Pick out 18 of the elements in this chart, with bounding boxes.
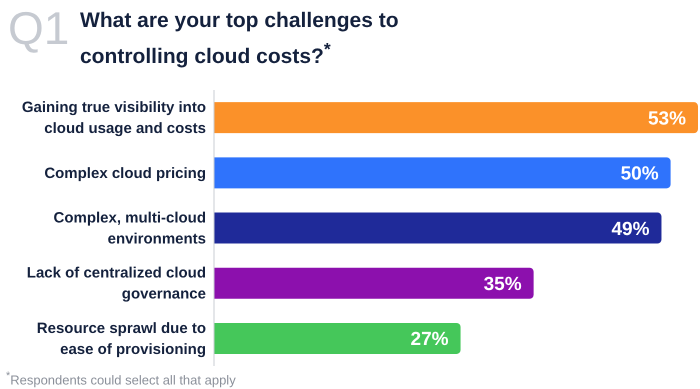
y-tick-label: Complex cloud pricing [44, 164, 206, 182]
data-label: 35% [484, 274, 522, 295]
data-label: 49% [611, 218, 650, 240]
text: Q1 [8, 2, 70, 54]
text: $^{*}$Respondents could select all that apply [6, 370, 236, 388]
bar [214, 322, 461, 354]
data-label: 27% [410, 329, 449, 350]
y-tick-label: Complex, multi-cloud environments [53, 209, 206, 247]
bar [214, 102, 698, 134]
y-tick-label: Gaining true visibility into cloud usage and costs [22, 98, 206, 137]
data-label: 53% [648, 108, 686, 130]
bar [214, 212, 662, 244]
bar [214, 268, 534, 299]
chart-title: What are your top challenges to controlling cloud costs?$^{*}$ [80, 8, 400, 70]
y-tick-label: Lack of centralized cloud governance [26, 264, 206, 302]
y-tick-label: Resource sprawl due to ease of provisioning [36, 319, 206, 358]
data-label: 50% [620, 164, 659, 185]
bar [214, 157, 671, 188]
